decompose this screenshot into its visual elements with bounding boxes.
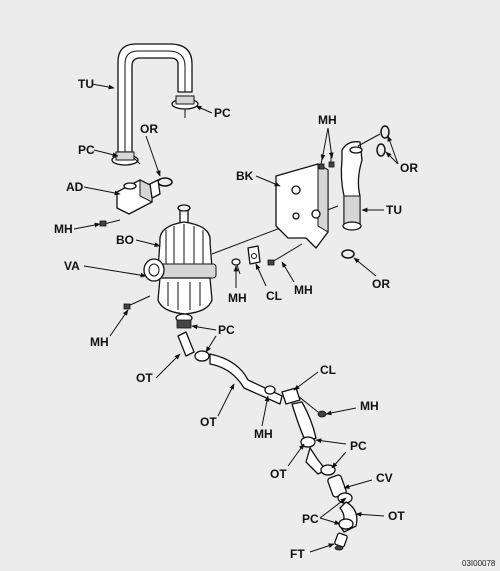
screw-left-upper xyxy=(99,219,121,227)
o-ring-left xyxy=(157,177,173,187)
fitting xyxy=(334,532,348,551)
label-pc-top: PC xyxy=(214,106,231,120)
label-pc-left: PC xyxy=(78,143,95,157)
leader-lines xyxy=(73,83,399,553)
label-cv: CV xyxy=(376,471,393,485)
label-bk: BK xyxy=(236,169,254,183)
label-mh-left-lower: MH xyxy=(90,335,109,349)
label-ot-lower2: OT xyxy=(388,509,405,523)
label-mh-lower-right: MH xyxy=(360,399,379,413)
label-pc-lower2: PC xyxy=(302,512,319,526)
pipe-clamp-top xyxy=(171,95,199,118)
label-bo: BO xyxy=(116,233,134,247)
label-ot-lower1: OT xyxy=(270,467,287,481)
filter-body xyxy=(143,204,217,329)
right-tube xyxy=(340,133,381,231)
screw-left-lower xyxy=(123,295,151,310)
callout-labels: TU PC OR PC AD MH BO VA MH PC OT OT MH O… xyxy=(54,77,418,561)
label-pc-mid: PC xyxy=(218,323,235,337)
label-or-right-top: OR xyxy=(400,161,418,175)
o-ring-right-top xyxy=(376,125,390,157)
reference-id: 03I00078 xyxy=(462,559,496,568)
adapter xyxy=(116,179,161,215)
label-ft: FT xyxy=(290,547,305,561)
check-valve xyxy=(327,474,353,504)
pipe-clamp-left xyxy=(111,151,141,166)
label-ot-left: OT xyxy=(136,371,153,385)
label-mh-left-upper: MH xyxy=(54,222,73,236)
clamp-center xyxy=(247,245,261,265)
label-mh-center-right: MH xyxy=(294,283,313,297)
label-va: VA xyxy=(64,259,80,273)
o-ring-right-bottom xyxy=(341,249,355,259)
upper-tube xyxy=(117,43,193,153)
label-pc-lower1: PC xyxy=(350,439,367,453)
label-tu-right: TU xyxy=(386,203,402,217)
outlet-tube-lower xyxy=(291,401,336,476)
label-cl-lower: CL xyxy=(320,363,336,377)
label-or-left: OR xyxy=(140,122,158,136)
label-ot-mid: OT xyxy=(200,415,217,429)
label-mh-pair: MH xyxy=(318,113,337,127)
label-mh-lower-mid: MH xyxy=(254,427,273,441)
outlet-tube-upper xyxy=(177,331,327,418)
bracket xyxy=(275,163,329,249)
screw-center-right xyxy=(267,243,303,266)
label-tu-top: TU xyxy=(78,77,94,91)
label-ad: AD xyxy=(66,180,84,194)
label-mh-center: MH xyxy=(228,291,247,305)
label-or-right-bottom: OR xyxy=(372,277,390,291)
outlet-tube-bottom xyxy=(338,501,358,533)
label-cl-center: CL xyxy=(266,289,282,303)
